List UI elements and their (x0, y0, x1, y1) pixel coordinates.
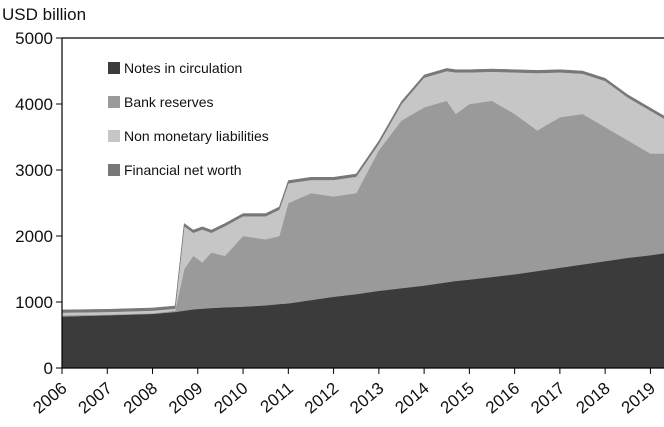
legend-label: Notes in circulation (124, 60, 242, 76)
x-tick-label: 2019 (618, 379, 659, 418)
area (61, 68, 664, 313)
y-tick-label: 5000 (15, 29, 53, 48)
x-tick-label: 2014 (391, 379, 432, 418)
x-tick-label: 2018 (573, 379, 614, 418)
y-tick-label: 0 (44, 359, 53, 378)
y-axis-label: USD billion (2, 5, 86, 24)
legend-swatch (108, 164, 120, 176)
x-tick-label: 2013 (346, 379, 387, 418)
x-tick-label: 2010 (210, 379, 251, 418)
x-tick-label: 2017 (527, 379, 568, 418)
x-tick-label: 2009 (165, 379, 206, 418)
x-tick-label: 2015 (437, 379, 478, 418)
y-tick-label: 2000 (15, 227, 53, 246)
y-tick-label: 1000 (15, 293, 53, 312)
x-tick-label: 2006 (29, 379, 70, 418)
legend-swatch (108, 62, 120, 74)
legend-label: Bank reserves (124, 94, 213, 110)
y-tick-label: 4000 (15, 95, 53, 114)
legend-swatch (108, 96, 120, 108)
x-tick-label: 2008 (120, 379, 161, 418)
legend-swatch (108, 130, 120, 142)
x-tick-label: 2007 (75, 379, 116, 418)
x-tick-label: 2016 (482, 379, 523, 418)
legend-label: Non monetary liabilities (124, 128, 269, 144)
y-tick-label: 3000 (15, 161, 53, 180)
x-tick-label: 2012 (301, 379, 342, 418)
legend-label: Financial net worth (124, 162, 242, 178)
x-tick-label: 2011 (257, 379, 297, 417)
